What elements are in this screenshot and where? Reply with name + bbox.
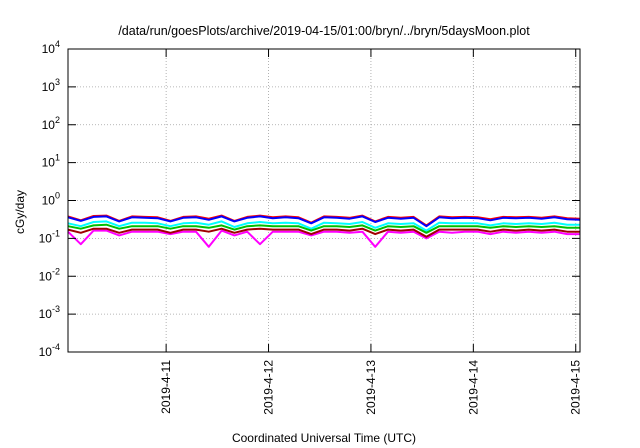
series-layer [67, 214, 581, 248]
x-tick-label: 2019-4-14 [466, 360, 480, 415]
y-axis-label: cGy/day [13, 190, 27, 234]
x-tick-label: 2019-4-12 [262, 360, 276, 415]
y-tick-label: 10-3 [39, 304, 60, 321]
y-tick-label: 10-2 [39, 266, 60, 283]
series-line-6 [67, 227, 580, 238]
series-line-2 [67, 215, 581, 228]
series-line-5 [67, 229, 580, 248]
chart-title: /data/run/goesPlots/archive/2019-04-15/0… [118, 24, 530, 38]
y-tick-label: 102 [42, 115, 60, 132]
x-tick-label: 2019-4-11 [159, 360, 173, 414]
x-axis: 2019-4-11 2019-4-12 2019-4-13 2019-4-14 2019… [159, 49, 583, 415]
y-tick-label: 104 [42, 39, 60, 56]
y-tick-label: 10-1 [39, 228, 60, 245]
y-tick-label: 100 [42, 191, 60, 208]
y-tick-label: 101 [42, 153, 60, 170]
x-tick-label: 2019-4-13 [364, 360, 378, 415]
series-line-3 [67, 220, 580, 232]
y-tick-label: 103 [42, 77, 60, 94]
x-tick-label: 2019-4-15 [569, 360, 583, 415]
y-axis: 10-4 10-3 10-2 10-1 100 101 102 103 104 [39, 39, 580, 359]
grid [68, 49, 580, 352]
y-tick-label: 10-4 [39, 342, 60, 359]
series-line-4 [67, 223, 580, 234]
x-axis-label: Coordinated Universal Time (UTC) [232, 431, 416, 445]
